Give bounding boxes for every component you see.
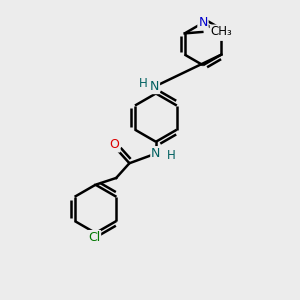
Text: N: N xyxy=(151,147,160,160)
Text: N: N xyxy=(217,27,226,40)
Text: O: O xyxy=(110,139,120,152)
Text: N: N xyxy=(198,16,208,29)
Text: H: H xyxy=(167,148,176,161)
Text: H: H xyxy=(139,77,148,90)
Text: N: N xyxy=(150,80,159,93)
Text: CH₃: CH₃ xyxy=(211,26,232,38)
Text: Cl: Cl xyxy=(88,231,100,244)
